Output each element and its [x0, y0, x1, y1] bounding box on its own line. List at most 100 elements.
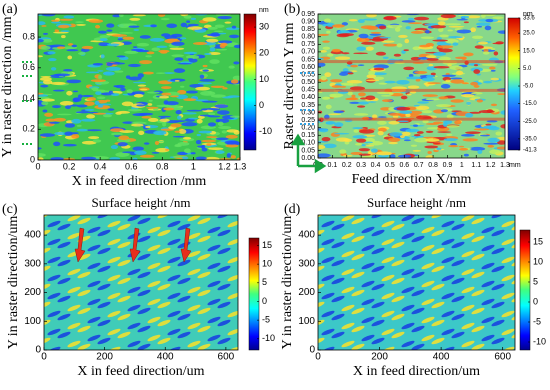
x-tick-label: 1 [460, 162, 464, 169]
texture [447, 29, 453, 32]
x-tick-label: 0.5 [385, 162, 395, 169]
texture [482, 51, 490, 55]
texture [197, 82, 212, 85]
texture [407, 17, 415, 21]
texture [47, 310, 61, 318]
texture [481, 298, 495, 306]
texture [448, 25, 465, 28]
texture [57, 259, 71, 267]
texture [346, 80, 363, 84]
texture [490, 69, 496, 72]
texture [430, 24, 447, 29]
texture [433, 121, 444, 125]
texture [388, 112, 402, 116]
texture [122, 121, 135, 124]
texture [450, 99, 464, 103]
texture [405, 26, 411, 30]
texture [148, 99, 153, 102]
texture [183, 98, 197, 102]
texture [481, 63, 498, 66]
colorbar-tick-label: -35.0 [523, 136, 537, 142]
texture [322, 40, 330, 43]
texture [215, 14, 231, 17]
texture [358, 92, 366, 97]
texture [57, 241, 71, 249]
texture [483, 80, 493, 84]
texture [78, 52, 86, 55]
texture [90, 79, 106, 83]
x-tick-label: 400 [433, 352, 450, 363]
texture [217, 337, 231, 345]
texture [481, 316, 495, 324]
texture [107, 292, 121, 300]
texture [461, 322, 475, 330]
texture [401, 268, 415, 276]
texture [136, 42, 150, 47]
texture [167, 328, 181, 336]
texture [137, 271, 151, 279]
texture [40, 84, 49, 88]
texture [460, 15, 470, 19]
texture [121, 101, 134, 107]
texture [421, 298, 435, 306]
texture [217, 247, 231, 255]
texture [41, 98, 55, 102]
texture [187, 23, 200, 27]
texture [396, 79, 410, 85]
texture [318, 301, 325, 309]
texture [38, 94, 49, 97]
y-tick-label: 0.6 [22, 62, 35, 72]
texture [356, 46, 367, 51]
texture [331, 277, 345, 285]
texture [156, 45, 168, 49]
texture [205, 136, 218, 139]
texture [157, 301, 171, 309]
texture [466, 101, 472, 106]
texture [127, 108, 143, 112]
texture [232, 75, 240, 81]
texture [448, 35, 464, 39]
texture [321, 220, 335, 228]
texture [166, 23, 178, 29]
texture [200, 91, 216, 96]
texture [115, 152, 130, 157]
texture [441, 328, 455, 336]
texture [331, 48, 342, 53]
texture [350, 64, 358, 68]
texture [97, 265, 111, 273]
texture [408, 22, 423, 25]
texture [501, 292, 515, 300]
texture [172, 135, 185, 138]
plot-frame [37, 13, 241, 161]
texture [217, 110, 230, 115]
texture [451, 277, 465, 285]
texture [116, 55, 126, 58]
texture [206, 143, 212, 146]
texture [196, 133, 201, 137]
panel-label: (a) [2, 2, 18, 17]
texture [357, 64, 365, 66]
texture [133, 93, 144, 98]
texture [117, 259, 131, 267]
texture [421, 226, 435, 234]
texture [433, 52, 447, 56]
texture [77, 217, 91, 225]
texture [331, 85, 342, 88]
texture [107, 328, 121, 336]
texture [328, 113, 342, 116]
texture [137, 217, 151, 225]
texture [187, 250, 201, 258]
texture [401, 131, 411, 136]
texture [229, 115, 240, 118]
texture [353, 129, 359, 133]
texture [206, 33, 220, 37]
texture [221, 130, 228, 134]
texture [132, 14, 146, 17]
texture [342, 154, 353, 157]
texture [373, 67, 385, 71]
texture [142, 71, 154, 75]
texture [491, 215, 505, 219]
texture [230, 79, 239, 84]
texture [427, 82, 442, 84]
texture [170, 33, 183, 38]
